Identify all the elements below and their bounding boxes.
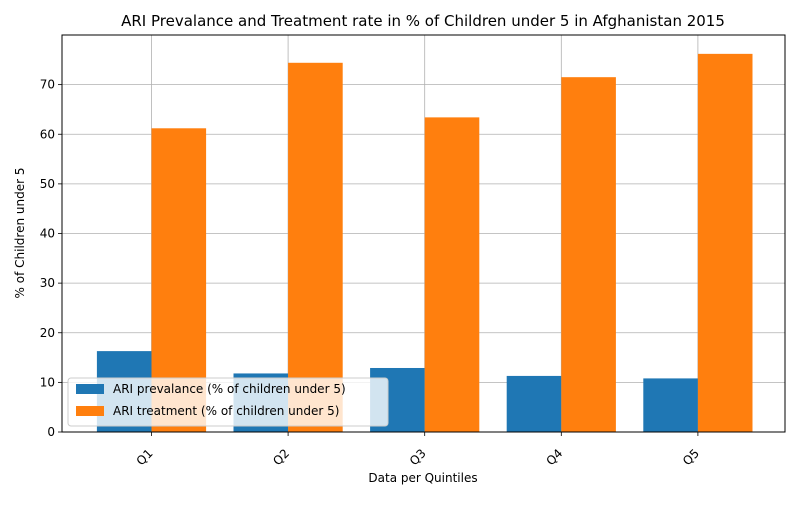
x-axis-label: Data per Quintiles [368, 471, 477, 485]
bar-treatment [288, 62, 343, 432]
bar-prevalance [506, 375, 562, 432]
legend-swatch-treatment [76, 406, 104, 416]
legend-box [67, 377, 389, 427]
y-axis-label: % of Children under 5 [13, 168, 27, 299]
y-tick-label: 50 [40, 177, 55, 191]
legend-swatch-prevalance [76, 384, 104, 394]
y-tick-label: 30 [40, 276, 55, 290]
bar-treatment [424, 117, 480, 432]
bar-treatment [561, 77, 616, 433]
legend-label-treatment: ARI treatment (% of children under 5) [113, 404, 339, 418]
chart-title: ARI Prevalance and Treatment rate in % o… [121, 12, 725, 30]
y-tick-label: 60 [40, 127, 55, 141]
y-tick-label: 0 [47, 425, 55, 439]
y-tick-label: 10 [40, 375, 55, 389]
y-tick-label: 40 [40, 227, 55, 241]
bar-treatment [697, 53, 753, 433]
legend-label-prevalance: ARI prevalance (% of children under 5) [113, 382, 346, 396]
legend: ARI prevalance (% of children under 5) A… [67, 377, 389, 427]
y-tick-label: 70 [40, 78, 55, 92]
y-tick-label: 20 [40, 326, 55, 340]
bar-prevalance [643, 378, 698, 432]
